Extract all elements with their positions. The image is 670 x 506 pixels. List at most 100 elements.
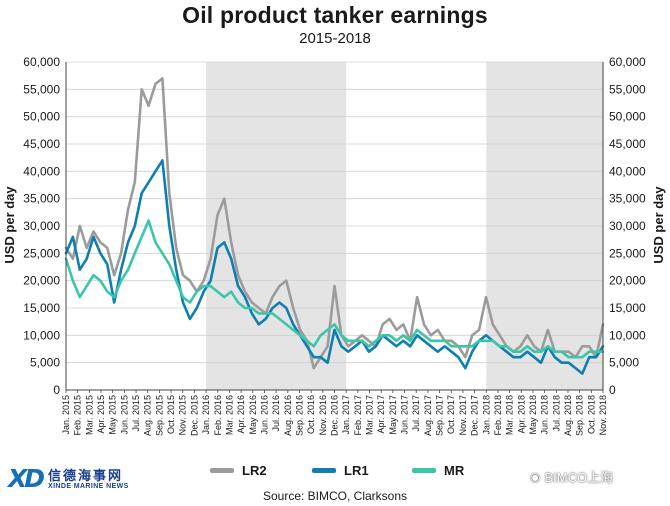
x-tick-label: Jan. 2015 — [61, 395, 71, 435]
y-tick-label-left: 50,000 — [23, 110, 60, 124]
x-tick-label: Jan. 2018 — [481, 395, 491, 435]
wechat-icon: ◉ — [530, 469, 541, 484]
chart-title: Oil product tanker earnings — [182, 2, 488, 28]
x-tick-label: Jan. 2017 — [341, 395, 351, 435]
chart-subtitle: 2015-2018 — [299, 30, 371, 47]
x-tick-label: Jun. 2015 — [119, 395, 129, 435]
xd-logo-mark: XD — [8, 464, 45, 493]
x-tick-label: May 2018 — [528, 395, 538, 435]
x-tick-label: Feb. 2015 — [73, 395, 83, 436]
x-tick-label: Oct. 2017 — [446, 395, 456, 434]
y-tick-label-right: 55,000 — [609, 82, 646, 96]
x-tick-label: Oct. 2016 — [306, 395, 316, 434]
x-tick-label: Feb. 2016 — [213, 395, 223, 436]
y-tick-label-right: 60,000 — [609, 55, 646, 69]
y-tick-label-right: 5,000 — [609, 356, 639, 370]
x-tick-label: Nov. 2017 — [458, 395, 468, 435]
x-tick-label: Nov. 2015 — [178, 395, 188, 435]
x-tick-label: Oct. 2018 — [586, 395, 596, 434]
legend-label-lr2: LR2 — [242, 463, 267, 478]
legend-swatch-mr — [412, 468, 436, 473]
x-tick-label: Jul. 2016 — [271, 395, 281, 432]
x-tick-label: Oct. 2015 — [166, 395, 176, 434]
x-tick-label: Mar. 2017 — [365, 395, 375, 435]
y-axis-label-left: USD per day — [2, 186, 17, 264]
legend-item-mr: MR — [412, 463, 464, 478]
x-tick-label: Dec. 2016 — [330, 395, 340, 436]
y-tick-label-right: 40,000 — [609, 164, 646, 178]
legend-item-lr2: LR2 — [210, 463, 267, 478]
x-tick-label: Aug. 2018 — [563, 395, 573, 436]
gridlines — [66, 61, 603, 364]
watermark-text: BIMCO上海 — [544, 470, 614, 485]
x-tick-label: Apr. 2015 — [96, 395, 106, 434]
xinde-marine-news-logo: XD 信德海事网 XINDE MARINE NEWS — [8, 462, 158, 496]
logo-english-text: XINDE MARINE NEWS — [48, 483, 129, 490]
bimco-shanghai-watermark: ◉ BIMCO上海 — [530, 467, 613, 486]
y-tick-label-left: 10,000 — [23, 328, 60, 342]
x-tick-label: Dec. 2017 — [470, 395, 480, 436]
logo-chinese-text: 信德海事网 — [48, 468, 124, 483]
y-tick-label-left: 60,000 — [23, 55, 60, 69]
source-note: Source: BIMCO, Clarksons — [262, 489, 408, 503]
y-tick-label-right: 45,000 — [609, 137, 646, 151]
x-tick-label: Mar. 2016 — [224, 395, 234, 435]
x-tick-label: Sep. 2015 — [154, 395, 164, 436]
x-tick-label: May 2016 — [248, 395, 258, 435]
x-tick-label: Aug. 2015 — [143, 395, 153, 436]
y-tick-label-left: 5,000 — [30, 356, 60, 370]
y-tick-label-left: 40,000 — [23, 164, 60, 178]
x-tick-label: May 2015 — [108, 395, 118, 435]
legend-item-lr1: LR1 — [312, 463, 369, 478]
x-tick-label: Nov. 2016 — [318, 395, 328, 435]
legend-label-mr: MR — [444, 463, 465, 478]
axes: 0 0 5,000 5,000 10,000 10,000 15,000 15,000 20,0… — [23, 55, 646, 436]
x-tick-label: Jan. 2016 — [201, 395, 211, 435]
y-tick-label-right: 20,000 — [609, 274, 646, 288]
x-tick-label: May 2017 — [388, 395, 398, 435]
y-tick-label-left: 35,000 — [23, 192, 60, 206]
legend-swatch-lr1 — [312, 468, 336, 473]
y-tick-label-right: 0 — [609, 383, 616, 397]
x-tick-label: Mar. 2018 — [505, 395, 515, 435]
y-tick-label-right: 10,000 — [609, 328, 646, 342]
x-tick-label: Aug. 2016 — [283, 395, 293, 436]
x-tick-label: Jul. 2015 — [131, 395, 141, 432]
y-tick-label-right: 30,000 — [609, 219, 646, 233]
legend-swatch-lr2 — [210, 468, 234, 473]
x-tick-label: Nov. 2018 — [598, 395, 608, 435]
y-tick-label-left: 25,000 — [23, 246, 60, 260]
x-tick-label: Apr. 2018 — [516, 395, 526, 434]
x-tick-label: Sep. 2016 — [294, 395, 304, 436]
y-tick-label-right: 50,000 — [609, 110, 646, 124]
x-tick-label: Sep. 2017 — [435, 395, 445, 436]
x-tick-label: Feb. 2018 — [493, 395, 503, 436]
x-tick-label: Feb. 2017 — [353, 395, 363, 436]
x-tick-label: Jul. 2018 — [551, 395, 561, 432]
x-tick-label: Jun. 2016 — [259, 395, 269, 435]
y-tick-label-left: 15,000 — [23, 301, 60, 315]
y-tick-label-left: 55,000 — [23, 82, 60, 96]
y-tick-label-left: 30,000 — [23, 219, 60, 233]
x-tick-label: Jul. 2017 — [411, 395, 421, 432]
series-line-lr1 — [64, 159, 605, 375]
y-tick-label-left: 45,000 — [23, 137, 60, 151]
y-tick-label-left: 0 — [53, 383, 60, 397]
series-line-mr — [64, 219, 605, 359]
x-tick-label: Aug. 2017 — [423, 395, 433, 436]
y-tick-label-right: 35,000 — [609, 192, 646, 206]
x-tick-label: Dec. 2015 — [189, 395, 199, 436]
x-tick-label: Jun. 2018 — [540, 395, 550, 435]
y-tick-label-right: 15,000 — [609, 301, 646, 315]
y-tick-label-left: 20,000 — [23, 274, 60, 288]
x-tick-label: Apr. 2017 — [376, 395, 386, 434]
x-tick-label: Sep. 2018 — [575, 395, 585, 436]
x-tick-label: Mar. 2015 — [84, 395, 94, 435]
y-axis-label-right: USD per day — [651, 186, 666, 264]
legend-label-lr1: LR1 — [344, 463, 369, 478]
x-tick-label: Apr. 2016 — [236, 395, 246, 434]
series-lines — [64, 77, 605, 375]
x-tick-label: Jun. 2017 — [400, 395, 410, 435]
y-tick-label-right: 25,000 — [609, 246, 646, 260]
